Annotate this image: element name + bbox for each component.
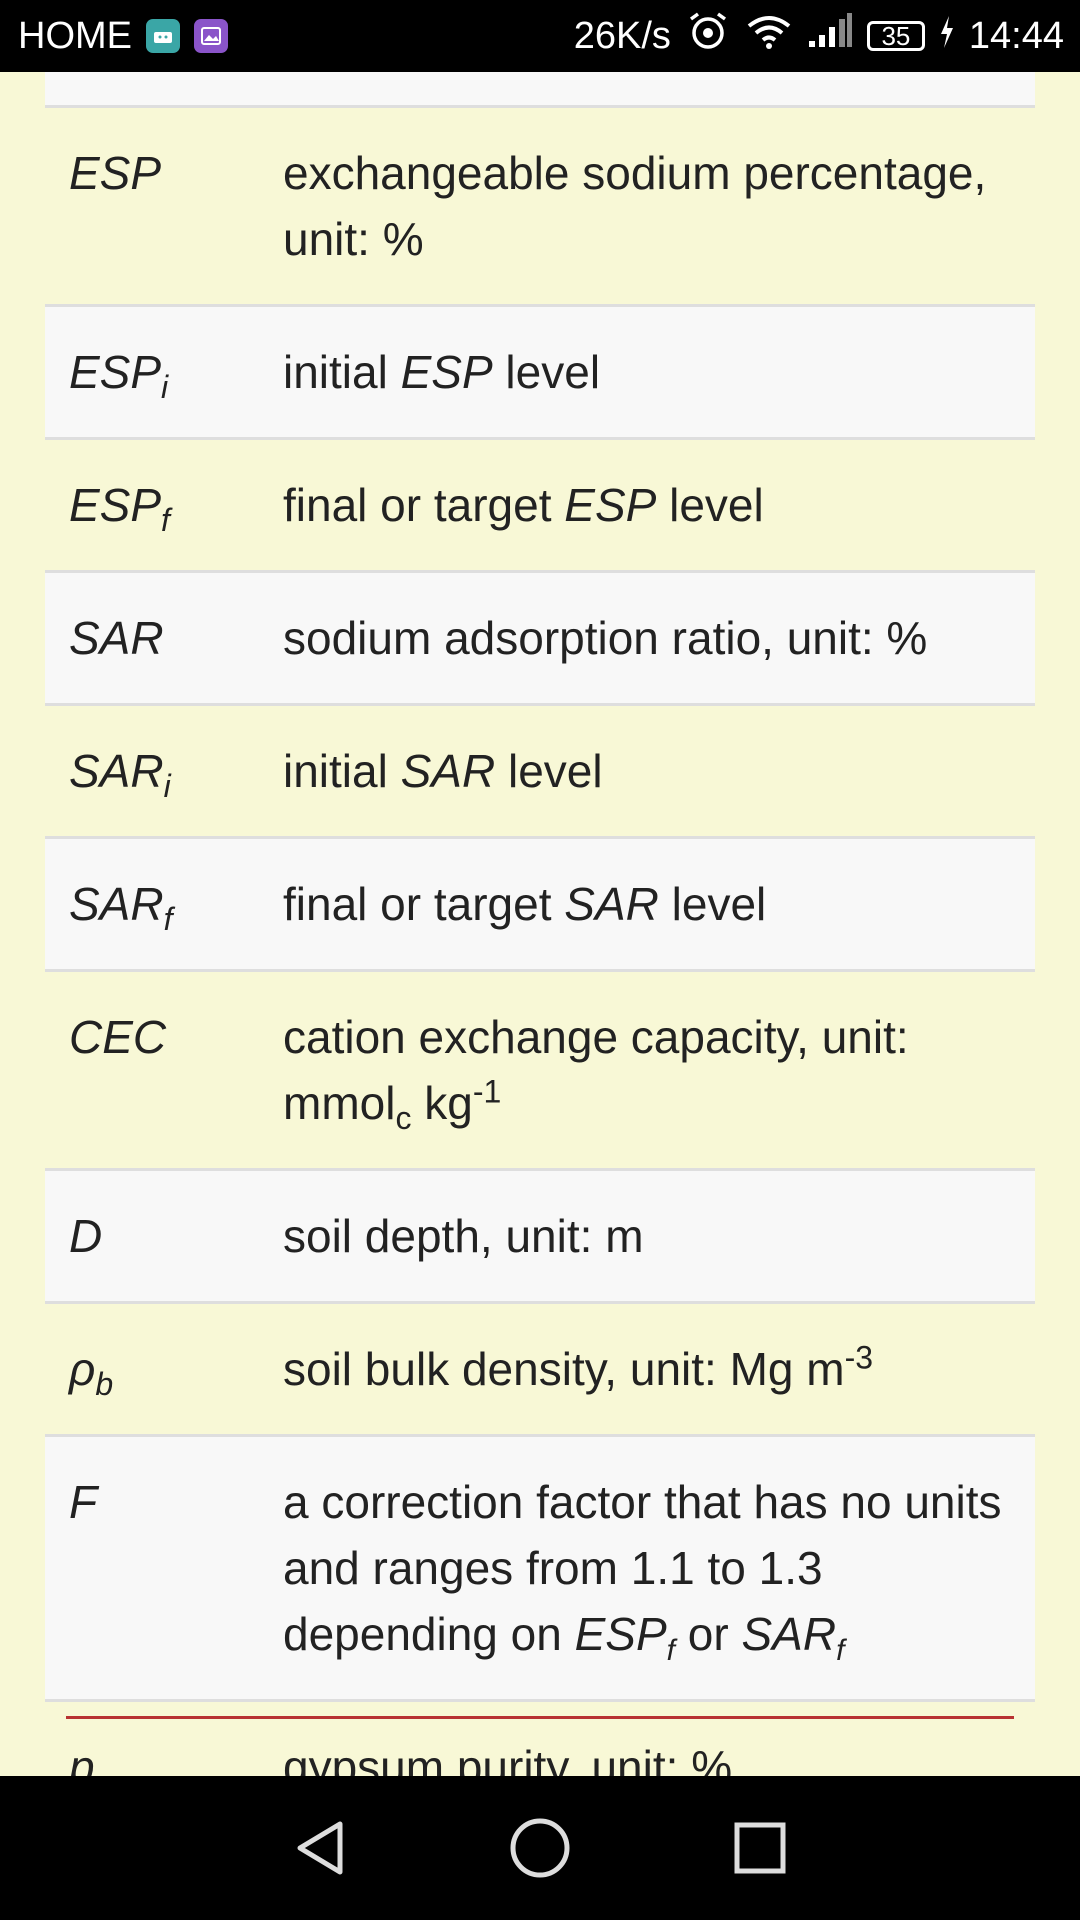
recents-icon[interactable] xyxy=(720,1808,800,1888)
description-cell: sodium adsorption ratio, unit: % xyxy=(283,612,928,664)
home-icon[interactable] xyxy=(500,1808,580,1888)
symbol-cell: SAR xyxy=(69,612,164,664)
clock: 14:44 xyxy=(968,14,1064,57)
symbol-cell: D xyxy=(69,1210,103,1262)
symbol-cell: ρb xyxy=(69,1343,114,1403)
wifi-icon xyxy=(745,12,793,60)
status-bar: HOME 26K/s 35 14:44 xyxy=(0,0,1080,72)
description-cell: cation exchange capacity, unit: mmolc kg… xyxy=(283,1011,909,1137)
description-cell: initial SAR level xyxy=(283,745,603,797)
table-row: ρb soil bulk density, unit: Mg m-3 xyxy=(45,1304,1035,1437)
symbol-cell: SARf xyxy=(69,878,173,938)
symbol-cell: p xyxy=(69,1741,95,1776)
section-divider xyxy=(66,1716,1014,1719)
back-icon[interactable] xyxy=(280,1808,360,1888)
symbol-cell: SARi xyxy=(69,745,171,805)
navigation-bar xyxy=(0,1776,1080,1920)
carrier-label: HOME xyxy=(18,14,132,57)
table-row: SAR sodium adsorption ratio, unit: % xyxy=(45,573,1035,706)
symbol-cell: F xyxy=(69,1476,98,1528)
description-cell: soil depth, unit: m xyxy=(283,1210,644,1262)
description-cell: initial ESP level xyxy=(283,346,601,398)
description-cell: final or target SAR level xyxy=(283,878,767,930)
table-row: SARf final or target SAR level xyxy=(45,839,1035,972)
signal-icon xyxy=(807,13,853,59)
battery-indicator: 35 xyxy=(866,21,925,51)
table-row-partial xyxy=(45,72,1035,108)
description-cell: a correction factor that has no units an… xyxy=(283,1476,1002,1668)
page-content: ESP exchangeable sodium percentage, unit… xyxy=(0,72,1080,1776)
table-row: ESPi initial ESP level xyxy=(45,307,1035,440)
symbol-cell: CEC xyxy=(69,1011,167,1063)
table-row: SARi initial SAR level xyxy=(45,706,1035,839)
symbol-cell: ESP xyxy=(69,147,162,199)
description-cell: final or target ESP level xyxy=(283,479,764,531)
description-cell: soil bulk density, unit: Mg m-3 xyxy=(283,1339,874,1395)
android-icon xyxy=(146,19,180,53)
description-cell: exchangeable sodium percentage, unit: % xyxy=(283,147,987,265)
description-cell: gypsum purity, unit: % xyxy=(283,1741,733,1776)
symbol-table: ESP exchangeable sodium percentage, unit… xyxy=(45,72,1035,1776)
charging-icon xyxy=(939,15,955,58)
table-row: p gypsum purity, unit: % xyxy=(45,1702,1035,1776)
table-row: D soil depth, unit: m xyxy=(45,1171,1035,1304)
symbol-cell: ESPf xyxy=(69,479,170,539)
alarm-icon xyxy=(685,11,731,61)
table-row: ESP exchangeable sodium percentage, unit… xyxy=(45,108,1035,307)
table-row: CEC cation exchange capacity, unit: mmol… xyxy=(45,972,1035,1171)
table-row: F a correction factor that has no units … xyxy=(45,1437,1035,1702)
symbol-cell: ESPi xyxy=(69,346,169,406)
table-row: ESPf final or target ESP level xyxy=(45,440,1035,573)
gallery-icon xyxy=(194,19,228,53)
network-speed: 26K/s xyxy=(573,14,671,57)
